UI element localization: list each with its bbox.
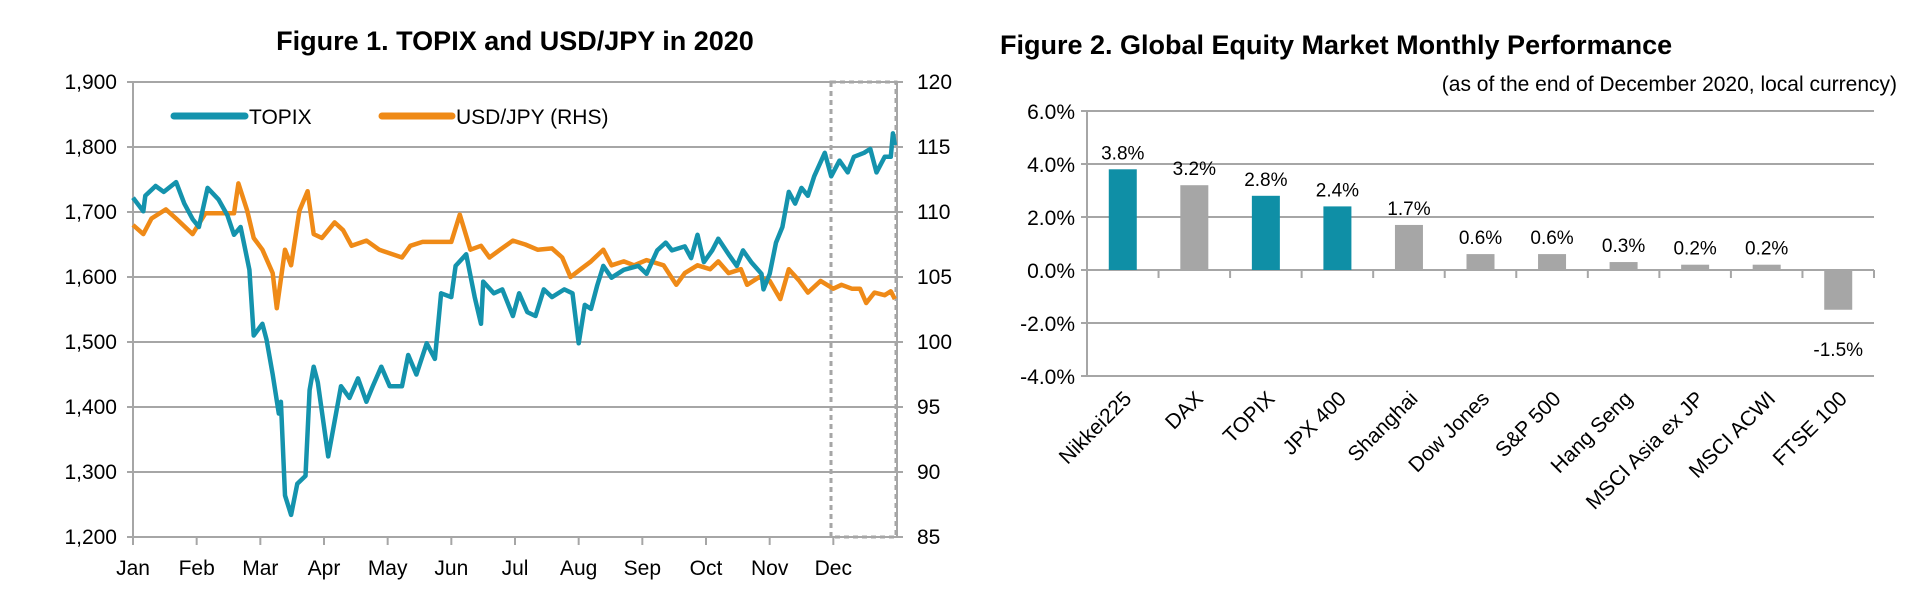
y-tick-label: 0.0%	[1027, 260, 1075, 283]
x-tick-label: Oct	[690, 557, 723, 580]
y-left-tick-label: 1,900	[64, 71, 117, 94]
figure-2-equity-performance: Figure 2. Global Equity Market Monthly P…	[1000, 30, 1897, 514]
figure-1-gridlines: 1,200 85 1,300 90 1,400 95 1,500 100 1,600 105 1,7…	[64, 71, 952, 580]
x-tick-label: May	[368, 557, 408, 580]
bar	[1251, 195, 1280, 270]
y-left-tick-label: 1,600	[64, 266, 117, 289]
category-label: S&P 500	[1491, 387, 1566, 462]
y-tick-label: 2.0%	[1027, 207, 1075, 230]
data-label: 3.8%	[1101, 143, 1144, 164]
bar	[1681, 264, 1710, 270]
data-label: 0.3%	[1602, 236, 1645, 257]
legend-label-usdjpy: USD/JPY (RHS)	[456, 106, 608, 129]
category-label: Nikkei225	[1055, 387, 1136, 468]
x-tick-label: Jan	[116, 557, 150, 580]
y-left-tick-label: 1,700	[64, 201, 117, 224]
y-tick-label: -2.0%	[1020, 313, 1075, 336]
figure-1-topix-usdjpy: Figure 1. TOPIX and USD/JPY in 2020 1,20…	[64, 26, 952, 580]
bar	[1824, 270, 1853, 310]
category-label: DAX	[1161, 387, 1208, 434]
data-label: 2.4%	[1316, 180, 1359, 201]
figure-2-title: Figure 2. Global Equity Market Monthly P…	[1000, 30, 1672, 60]
x-tick-label: Jun	[434, 557, 468, 580]
y-tick-label: 6.0%	[1027, 101, 1075, 124]
y-right-tick-label: 120	[917, 71, 952, 94]
data-label: 0.2%	[1745, 239, 1788, 260]
x-tick-label: Apr	[308, 557, 341, 580]
x-tick-label: Mar	[242, 557, 278, 580]
x-tick-label: Feb	[179, 557, 215, 580]
series-line-topix	[131, 131, 898, 518]
figure-2-subtitle: (as of the end of December 2020, local c…	[1442, 73, 1897, 96]
x-tick-label: Sep	[624, 557, 661, 580]
data-label: 0.6%	[1459, 228, 1502, 249]
bar	[1752, 264, 1781, 270]
data-label: 2.8%	[1244, 170, 1287, 191]
y-left-tick-label: 1,800	[64, 136, 117, 159]
data-label: 1.7%	[1387, 199, 1430, 220]
bar	[1466, 254, 1495, 270]
figure-1-legend: TOPIX USD/JPY (RHS)	[170, 106, 608, 129]
y-left-tick-label: 1,300	[64, 461, 117, 484]
y-tick-label: 4.0%	[1027, 154, 1075, 177]
y-left-tick-label: 1,500	[64, 331, 117, 354]
category-label: FTSE 100	[1769, 387, 1852, 470]
figure-1-lines	[131, 131, 898, 518]
bar	[1609, 262, 1638, 270]
y-right-tick-label: 100	[917, 331, 952, 354]
y-left-tick-label: 1,400	[64, 396, 117, 419]
y-right-tick-label: 115	[917, 136, 950, 159]
bar	[1323, 206, 1352, 270]
y-left-tick-label: 1,200	[64, 526, 117, 549]
series-line-usdjpy	[131, 181, 897, 311]
x-tick-label: Nov	[751, 557, 789, 580]
x-tick-label: Aug	[560, 557, 597, 580]
y-tick-label: -4.0%	[1020, 366, 1075, 389]
figure-2-plot: -4.0% -2.0% 0.0% 2.0% 4.0% 6.0% 3.8% Nikkei225 3…	[1020, 101, 1875, 514]
data-label: 0.6%	[1530, 228, 1573, 249]
x-tick-label: Jul	[502, 557, 529, 580]
figure-1-title: Figure 1. TOPIX and USD/JPY in 2020	[276, 26, 754, 56]
y-right-tick-label: 85	[917, 526, 940, 549]
category-label: TOPIX	[1219, 387, 1280, 448]
bar	[1538, 254, 1567, 270]
y-right-tick-label: 110	[917, 201, 950, 224]
category-label: JPX 400	[1279, 387, 1351, 459]
data-label: -1.5%	[1813, 340, 1863, 361]
y-right-tick-label: 95	[917, 396, 940, 419]
bar	[1394, 224, 1423, 270]
x-tick-label: Dec	[815, 557, 852, 580]
december-highlight-box	[829, 80, 898, 539]
y-right-tick-label: 105	[917, 266, 952, 289]
data-label: 3.2%	[1173, 159, 1216, 180]
bar	[1180, 185, 1209, 270]
y-right-tick-label: 90	[917, 461, 940, 484]
legend-label-topix: TOPIX	[249, 106, 312, 129]
data-label: 0.2%	[1673, 239, 1716, 260]
bar	[1108, 169, 1137, 270]
